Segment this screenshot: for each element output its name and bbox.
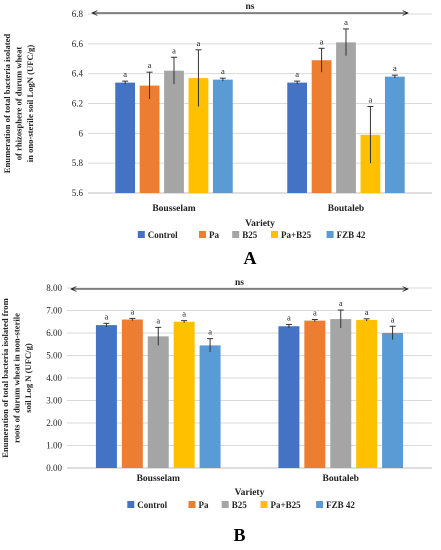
y-tick-label: 6.2 bbox=[72, 99, 83, 109]
y-tick-label: 6 bbox=[79, 128, 84, 138]
bar-pa-b25-bousselam bbox=[188, 78, 209, 193]
y-tick-label: 4.00 bbox=[46, 373, 62, 383]
legend-swatch bbox=[271, 231, 278, 238]
legend-swatch bbox=[188, 501, 196, 508]
y-tick-label: 7.00 bbox=[46, 306, 62, 316]
legend-entry: Control bbox=[148, 230, 178, 240]
legend-swatch bbox=[316, 501, 324, 508]
data-label: a bbox=[156, 315, 160, 325]
data-label: a bbox=[369, 94, 373, 104]
legend-swatch bbox=[326, 231, 334, 238]
bar-b25-boutaleb bbox=[330, 319, 352, 468]
x-axis-label: Variety bbox=[235, 488, 265, 498]
data-label: a bbox=[339, 298, 343, 308]
legend-entry: Pa bbox=[199, 500, 209, 510]
data-label: a bbox=[208, 327, 212, 337]
legend-entry: FZB 42 bbox=[337, 230, 366, 240]
y-tick-label: 5.8 bbox=[72, 158, 84, 168]
bar-pa-bousselam bbox=[121, 319, 143, 468]
bar-pa-bousselam bbox=[139, 85, 160, 193]
y-tick-label: 8.00 bbox=[46, 283, 62, 293]
data-label: a bbox=[393, 63, 397, 73]
y-axis-label: Enumeration of total bacteria isolated of… bbox=[2, 34, 35, 174]
y-axis-label: Enumeration of total bacteria isolated f… bbox=[0, 297, 33, 457]
data-label: a bbox=[221, 66, 225, 76]
y-tick-label: 6.00 bbox=[46, 328, 62, 338]
legend-swatch bbox=[232, 231, 240, 238]
data-label: a bbox=[320, 36, 324, 46]
y-tick-label: 5.6 bbox=[72, 188, 84, 198]
legend-entry: Pa+B25 bbox=[281, 230, 312, 240]
x-tick-label: Boutaleb bbox=[328, 204, 364, 214]
data-label: a bbox=[105, 311, 109, 321]
bar-fzb-42-bousselam bbox=[212, 79, 233, 193]
bar-control-bousselam bbox=[115, 82, 136, 193]
legend-swatch bbox=[137, 231, 145, 238]
bar-pa-boutaleb bbox=[311, 60, 332, 193]
bar-control-bousselam bbox=[95, 325, 117, 468]
y-tick-label: 5.00 bbox=[46, 351, 62, 361]
legend-swatch bbox=[199, 231, 206, 238]
bar-b25-boutaleb bbox=[336, 42, 356, 193]
bar-fzb-42-boutaleb bbox=[382, 333, 404, 468]
bar-pa-b25-bousselam bbox=[173, 321, 195, 468]
data-label: a bbox=[295, 69, 299, 79]
data-label: a bbox=[148, 60, 152, 70]
legend-entry: Pa bbox=[209, 230, 219, 240]
y-tick-label: 1.00 bbox=[46, 441, 62, 451]
significance-label: ns bbox=[246, 2, 255, 12]
data-label: a bbox=[197, 38, 201, 48]
data-label: a bbox=[313, 308, 317, 318]
legend-swatch bbox=[221, 501, 229, 508]
legend-entry: Control bbox=[137, 500, 167, 510]
data-label: a bbox=[130, 306, 134, 316]
x-axis-label: Variety bbox=[245, 219, 275, 229]
data-label: a bbox=[123, 69, 127, 79]
bar-control-boutaleb bbox=[287, 82, 308, 193]
panel-label: B bbox=[233, 525, 245, 545]
bar-fzb-42-bousselam bbox=[199, 345, 221, 468]
bar-pa-b25-boutaleb bbox=[360, 134, 381, 193]
bar-pa-boutaleb bbox=[304, 320, 326, 468]
x-tick-label: Boutaleb bbox=[323, 474, 359, 484]
legend-swatch bbox=[127, 501, 135, 508]
y-tick-label: 6.4 bbox=[72, 69, 84, 79]
x-tick-label: Bousselam bbox=[152, 204, 195, 214]
y-tick-label: 2.00 bbox=[46, 418, 62, 428]
y-tick-label: 6.8 bbox=[72, 9, 84, 19]
bar-pa-b25-boutaleb bbox=[356, 319, 378, 468]
data-label: a bbox=[287, 312, 291, 322]
y-tick-label: 3.00 bbox=[46, 396, 62, 406]
chart-panel-A: 5.6 5.8 6 6.2 6.4 6.6 6.8 a a a a a Bousselam a a a a a Bo… bbox=[2, 2, 432, 268]
data-label: a bbox=[344, 17, 348, 27]
data-label: a bbox=[172, 45, 176, 55]
data-label: a bbox=[365, 307, 369, 317]
chart-panel-B: 0.00 1.00 2.00 3.00 4.00 5.00 6.00 7.00 8.00 a a a a… bbox=[0, 278, 432, 545]
bar-b25-bousselam bbox=[164, 70, 184, 193]
y-tick-label: 6.6 bbox=[72, 39, 84, 49]
data-label: a bbox=[391, 314, 395, 324]
legend-entry: FZB 42 bbox=[326, 500, 355, 510]
data-label: a bbox=[182, 309, 186, 319]
legend-swatch bbox=[260, 501, 268, 508]
x-tick-label: Bousselam bbox=[137, 474, 180, 484]
bar-control-boutaleb bbox=[278, 326, 300, 468]
bar-b25-bousselam bbox=[147, 336, 169, 468]
legend-entry: B25 bbox=[232, 500, 248, 510]
legend-entry: B25 bbox=[242, 230, 258, 240]
legend-entry: Pa+B25 bbox=[271, 500, 302, 510]
y-tick-label: 0.00 bbox=[46, 463, 62, 473]
panel-label: A bbox=[244, 248, 257, 268]
bar-fzb-42-boutaleb bbox=[384, 76, 405, 193]
significance-label: ns bbox=[235, 278, 244, 288]
